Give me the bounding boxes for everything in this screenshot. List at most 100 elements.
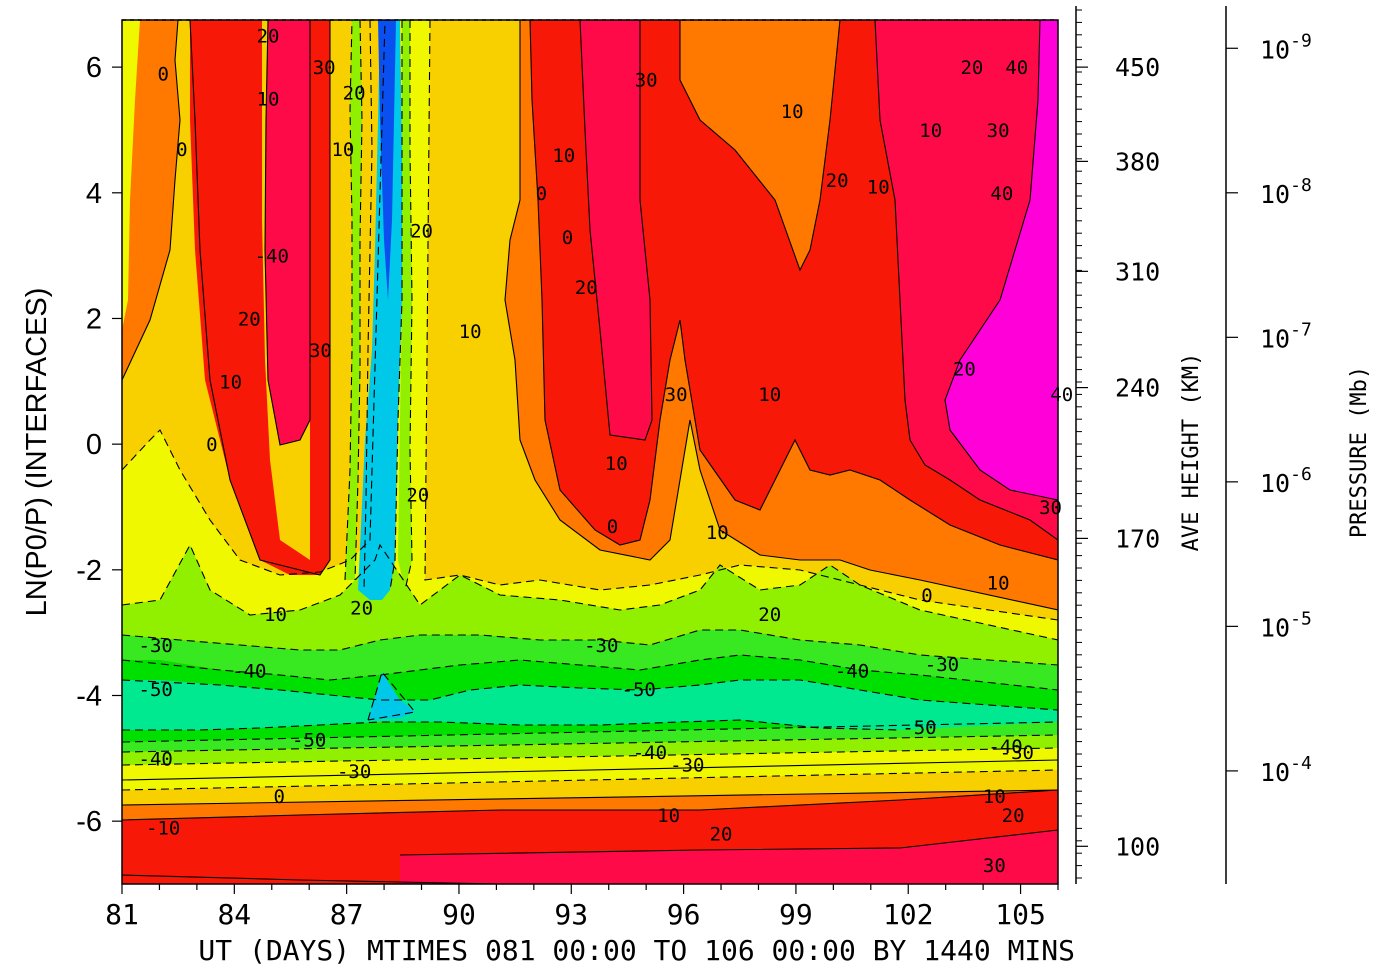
contour-label: 10 [987,572,1010,594]
contour-label: 10 [983,786,1006,808]
height-tick-label: 380 [1115,147,1160,176]
contour-label: -30 [925,654,959,676]
dashed-contour-line [122,20,386,576]
contour-line [529,20,1058,561]
band-m10-0 [122,20,1058,650]
dashed-contour-line [122,719,901,731]
contour-label: 30 [1039,497,1062,519]
contour-label: 20 [1002,805,1025,827]
contour-line [122,759,1058,781]
contour-label: 20 [406,484,429,506]
dashed-contour-line [122,734,1058,753]
height-tick-label: 450 [1115,53,1160,82]
contour-label: 30 [635,70,658,92]
contour-label: 10 [257,89,280,111]
contour-label: 10 [657,805,680,827]
band-m10-0 [122,20,140,330]
band-gt-40 [945,20,1058,500]
contour-line [579,20,653,441]
y-axis: -6 -4 -2 0 2 4 6 [76,52,122,838]
contour-label: 10 [552,145,575,167]
contour-label: -40 [232,660,266,682]
contour-label: 20 [710,824,733,846]
x-tick-label: 105 [995,898,1046,931]
contour-label: 30 [987,120,1010,142]
dashed-contour-line [354,20,363,581]
dashed-contour-line [404,20,413,591]
y-tick-label: 6 [86,52,102,84]
y-tick-label: 0 [86,429,102,461]
band-m50-m40 [122,680,1058,730]
pressure-tick-label: 10-8 [1260,175,1312,209]
band-m20-m10 [398,20,412,590]
pressure-tick-label: 10-7 [1260,319,1312,353]
contour-label: 10 [605,453,628,475]
contour-line [122,789,1058,806]
contour-label: 10 [706,522,729,544]
contour-label: -40 [255,246,289,268]
x-tick-label: 90 [442,898,476,931]
x-tick-label: 102 [883,898,934,931]
contour-labels: 20300100-4020301002010202010301000203010… [139,26,1074,877]
contour-label: 10 [331,139,354,161]
contour-label: -40 [835,660,869,682]
contour-label: 10 [781,101,804,123]
dashed-contour-line [122,721,1058,743]
contour-label: 20 [238,308,261,330]
band-m10-0 [122,745,1058,790]
contour-line [944,20,1058,501]
contour-label: 0 [536,183,547,205]
x-tick-label: 81 [105,898,139,931]
contour-label: -40 [633,742,667,764]
band-m40-m30 [122,655,1058,710]
contour-line [122,789,1058,821]
dashed-contour-line [122,769,1058,791]
height-axis: 450 380 310 240 170 100 [1075,6,1160,884]
x-axis-label: UT (DAYS) MTIMES 081 00:00 TO 106 00:00 … [198,934,1075,967]
x-tick-label: 96 [667,898,701,931]
contour-lines [122,20,1058,884]
y-tick-label: -6 [76,806,102,838]
band-m60-m50 [368,672,415,720]
dashed-contour-line [122,629,1058,666]
pressure-tick-label: 10-5 [1260,608,1312,642]
band-30-40 [400,830,1058,884]
contour-label: 30 [665,384,688,406]
dashed-contour-line [122,679,1058,711]
contour-label: -10 [146,817,180,839]
contour-label: -40 [139,748,173,770]
contour-label: -50 [139,679,173,701]
height-tick-label: 100 [1115,832,1160,861]
dashed-contour-line [363,20,373,591]
contour-line [122,20,181,381]
contour-label: 30 [309,340,332,362]
contour-label: 10 [919,120,942,142]
dashed-contour-lines [122,20,1058,791]
contour-label: 0 [274,786,285,808]
contour-label: 20 [575,277,598,299]
band-m20-m10 [345,20,362,580]
band-20-30 [190,20,330,575]
contour-line [679,20,841,272]
contour-label: -30 [139,635,173,657]
band-30-40 [580,20,652,440]
contour-line [122,874,501,884]
contour-label: 40 [1005,57,1028,79]
contour-label: -30 [337,761,371,783]
contour-label: 40 [1050,384,1073,406]
dashed-contour-line [122,654,1058,691]
contour-label: 20 [343,82,366,104]
contour-label: 30 [313,57,336,79]
contour-label: -30 [584,635,618,657]
band-0-10 [420,20,1058,640]
height-tick-label: 170 [1115,524,1160,553]
contour-label: 20 [350,598,373,620]
contour-label: 0 [206,434,217,456]
dashed-contour-line [344,20,353,581]
band-m20-m10 [122,735,1058,765]
dashed-contour-line [122,747,1058,766]
x-tick-label: 87 [330,898,364,931]
contour-label: 10 [459,321,482,343]
